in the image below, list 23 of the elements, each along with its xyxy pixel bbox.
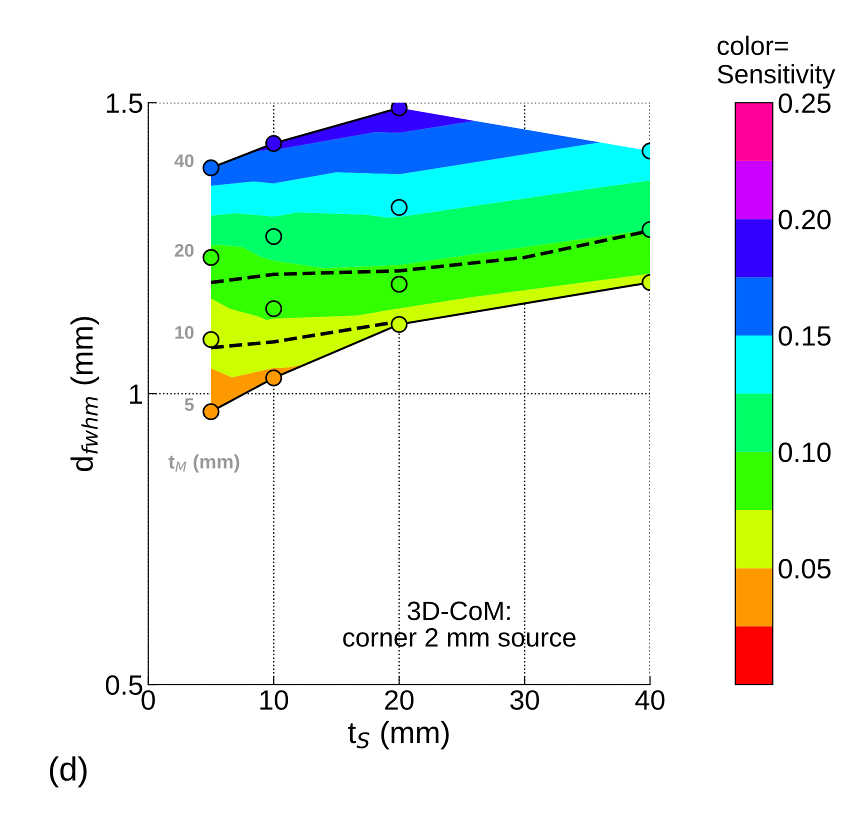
series-label: 10 [175, 326, 194, 339]
color-bar-title: color= Sensitivity [718, 36, 836, 89]
color-bar-label: 0.15 [778, 326, 831, 346]
x-tick-label: 30 [510, 690, 539, 710]
color-bar-label: 0.05 [778, 558, 831, 579]
annotation: 3D-CoM: corner 2 mm source [343, 602, 576, 647]
x-tick-label: 40 [635, 690, 664, 710]
x-tick-label: 10 [260, 690, 288, 710]
y-axis-title: d$_{fwhm}$ (mm) [70, 316, 99, 472]
series-label: 40 [174, 154, 194, 168]
y-tick-label: 0.5 [106, 675, 142, 695]
y-tick-label: 1 [130, 384, 142, 404]
text: (d) [50, 756, 87, 788]
series-label: 20 [174, 244, 194, 257]
series-label: 5 [184, 398, 194, 411]
color-bar-label: 0.10 [778, 442, 831, 462]
x-axis-title: t$_{S}$ (mm) [348, 720, 449, 750]
color-bar-label: 0.25 [778, 93, 831, 114]
x-tick-label: 20 [385, 690, 414, 710]
annotation: t$_{M}$ (mm) [168, 454, 240, 472]
x-tick-label: 0 [142, 690, 155, 710]
color-bar-label: 0.20 [778, 210, 831, 230]
y-tick-label: 1.5 [106, 94, 142, 114]
